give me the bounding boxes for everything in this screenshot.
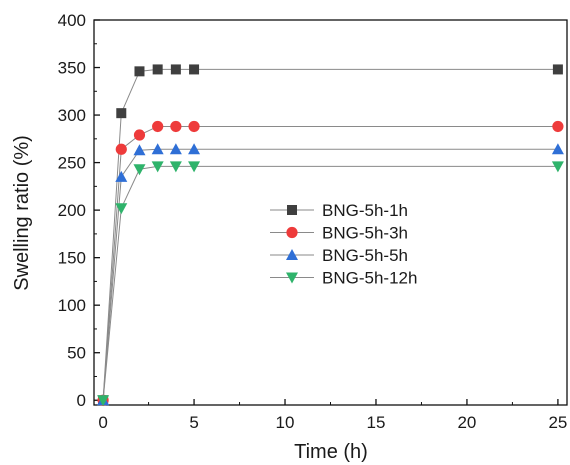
data-point	[551, 143, 564, 155]
y-tick-label: 100	[58, 296, 86, 315]
data-point	[551, 161, 564, 173]
series-layer	[97, 64, 564, 407]
legend-marker	[286, 272, 298, 284]
x-tick-label: 20	[457, 413, 476, 432]
series-BNG-5h-3h	[97, 120, 564, 406]
data-point	[552, 120, 564, 133]
data-point	[134, 66, 145, 77]
data-point	[169, 161, 182, 173]
y-tick-label: 300	[58, 106, 86, 125]
data-point	[169, 143, 182, 155]
y-tick-label: 150	[58, 249, 86, 268]
y-tick-label: 200	[58, 201, 86, 220]
y-tick-label: 350	[58, 59, 86, 78]
legend-marker	[287, 205, 297, 215]
legend-item: BNG-5h-12h	[270, 269, 417, 288]
data-point	[188, 120, 200, 133]
legend-label: BNG-5h-5h	[322, 246, 408, 265]
data-point	[188, 161, 201, 173]
data-point	[552, 64, 563, 75]
legend-item: BNG-5h-1h	[270, 201, 408, 220]
data-point	[116, 108, 127, 119]
data-point	[115, 170, 128, 182]
data-point	[133, 144, 146, 156]
legend-label: BNG-5h-3h	[322, 224, 408, 243]
legend-marker	[286, 249, 298, 260]
series-BNG-5h-12h	[97, 161, 564, 407]
data-point	[115, 203, 128, 215]
legend-item: BNG-5h-5h	[270, 246, 408, 265]
data-point	[133, 164, 146, 176]
y-tick-label: 400	[58, 11, 86, 30]
data-point	[151, 143, 164, 155]
data-point	[152, 120, 164, 133]
data-point	[170, 120, 182, 133]
x-tick-label: 10	[276, 413, 295, 432]
data-point	[115, 143, 127, 155]
legend-label: BNG-5h-12h	[322, 269, 417, 288]
x-tick-label: 5	[189, 413, 198, 432]
data-point	[189, 64, 200, 75]
legend: BNG-5h-1h BNG-5h-3h BNG-5h-5h BNG-5h-12h	[270, 201, 417, 288]
data-point	[97, 395, 110, 407]
y-axis-title: Swelling ratio (%)	[11, 135, 33, 291]
data-point	[133, 129, 146, 141]
legend-marker	[286, 226, 298, 239]
x-tick-label: 0	[98, 413, 107, 432]
data-point	[188, 143, 201, 155]
y-tick-label: 50	[67, 344, 86, 363]
legend-item: BNG-5h-3h	[270, 224, 408, 243]
x-tick-label: 25	[548, 413, 567, 432]
legend-label: BNG-5h-1h	[322, 201, 408, 220]
data-point	[151, 161, 164, 173]
x-axis-title: Time (h)	[294, 441, 368, 463]
data-point	[152, 64, 163, 75]
data-point	[170, 64, 181, 75]
y-tick-label: 250	[58, 154, 86, 173]
y-tick-label: 0	[77, 391, 86, 410]
x-tick-label: 15	[367, 413, 386, 432]
